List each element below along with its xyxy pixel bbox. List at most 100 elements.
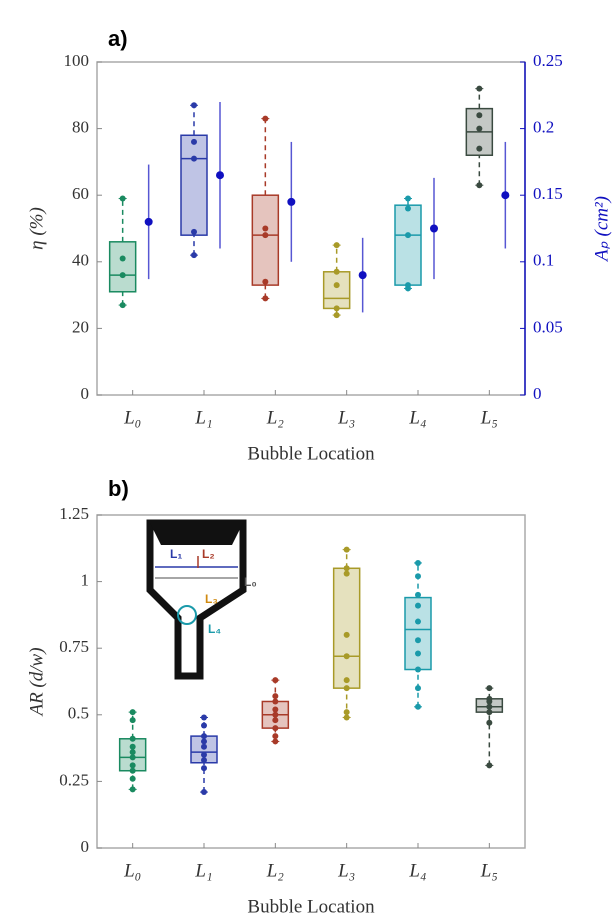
data-point	[191, 102, 197, 108]
data-point	[262, 295, 268, 301]
data-point	[415, 704, 421, 710]
data-point	[120, 272, 126, 278]
data-point	[130, 709, 136, 715]
data-point	[486, 698, 492, 704]
data-point	[130, 786, 136, 792]
data-point	[262, 279, 268, 285]
box-group	[466, 86, 492, 189]
x-tick-label: L₀	[123, 407, 141, 428]
y2-tick-label: 0.25	[533, 51, 563, 70]
nozzle-top	[150, 523, 243, 545]
data-point	[272, 738, 278, 744]
data-point	[191, 229, 197, 235]
data-point	[272, 733, 278, 739]
data-point	[415, 592, 421, 598]
box-group	[181, 102, 207, 258]
box-group	[191, 714, 217, 795]
y-tick-label: 0	[81, 837, 90, 856]
mean-point	[216, 171, 224, 179]
data-point	[415, 619, 421, 625]
data-point	[334, 242, 340, 248]
data-point	[334, 305, 340, 311]
data-point	[201, 733, 207, 739]
box	[324, 272, 350, 309]
x-tick-label: L₄	[408, 407, 426, 428]
box-group	[334, 547, 360, 721]
data-point	[130, 754, 136, 760]
y-axis-title: AR (d/w)	[26, 647, 47, 717]
data-point	[344, 709, 350, 715]
box	[181, 135, 207, 235]
y-tick-label: 0.75	[59, 637, 89, 656]
box-group	[252, 116, 278, 302]
data-point	[344, 685, 350, 691]
data-point	[272, 725, 278, 731]
data-point	[201, 757, 207, 763]
y2-axis-title: Aₚ (cm²)	[591, 196, 612, 263]
x-tick-label: L₅	[480, 407, 498, 428]
x-axis-title: Bubble Location	[247, 443, 375, 464]
y2-tick-label: 0.05	[533, 317, 563, 336]
mean-point	[287, 198, 295, 206]
x-tick-label: L₂	[266, 407, 285, 428]
data-point	[201, 752, 207, 758]
data-point	[486, 709, 492, 715]
data-point	[272, 706, 278, 712]
data-point	[344, 565, 350, 571]
data-point	[130, 749, 136, 755]
box	[395, 205, 421, 285]
box-group	[120, 709, 146, 792]
data-point	[201, 744, 207, 750]
box	[334, 568, 360, 688]
data-point	[201, 722, 207, 728]
x-tick-label: L₄	[408, 860, 426, 881]
data-point	[476, 112, 482, 118]
panel-title: a)	[108, 26, 128, 51]
x-tick-label: L₅	[480, 860, 498, 881]
inset-label: L₀	[244, 575, 257, 589]
inset-label: L₄	[208, 622, 221, 636]
y-axis-title: η (%)	[26, 207, 47, 250]
data-point	[130, 768, 136, 774]
data-point	[476, 182, 482, 188]
y-tick-label: 60	[72, 184, 89, 203]
data-point	[272, 698, 278, 704]
y-tick-label: 20	[72, 317, 89, 336]
y-tick-label: 1	[81, 571, 90, 590]
mean-point	[430, 225, 438, 233]
y2-tick-label: 0.1	[533, 251, 554, 270]
inset-label: L₂	[202, 547, 215, 561]
mean-point	[145, 218, 153, 226]
box-group	[262, 677, 288, 744]
y-tick-label: 40	[72, 251, 89, 270]
y-tick-label: 80	[72, 118, 89, 137]
data-point	[344, 547, 350, 553]
x-tick-label: L₁	[194, 407, 212, 428]
y-tick-label: 0	[81, 384, 90, 403]
data-point	[415, 637, 421, 643]
data-point	[344, 632, 350, 638]
y2-tick-label: 0.15	[533, 184, 563, 203]
data-point	[120, 302, 126, 308]
x-tick-label: L₃	[337, 407, 355, 428]
nozzle-outline	[150, 523, 243, 676]
data-point	[334, 269, 340, 275]
data-point	[262, 226, 268, 232]
x-tick-label: L₀	[123, 860, 141, 881]
inset-label: L₁	[170, 547, 182, 561]
data-point	[405, 196, 411, 202]
data-point	[405, 206, 411, 212]
data-point	[272, 712, 278, 718]
box-group	[110, 196, 136, 309]
data-point	[476, 86, 482, 92]
box	[110, 242, 136, 292]
data-point	[476, 126, 482, 132]
data-point	[405, 285, 411, 291]
figure: a)Bubble Locationη (%)020406080100Aₚ (cm…	[0, 0, 614, 924]
data-point	[120, 255, 126, 261]
data-point	[191, 252, 197, 258]
data-point	[476, 146, 482, 152]
data-point	[344, 571, 350, 577]
mean-point	[359, 271, 367, 279]
data-point	[415, 603, 421, 609]
